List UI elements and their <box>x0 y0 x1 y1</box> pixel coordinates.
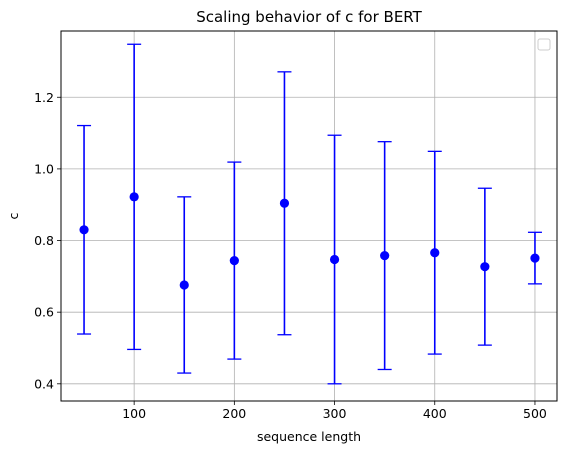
data-point <box>179 280 189 290</box>
data-point <box>380 250 390 261</box>
grid <box>61 31 557 401</box>
y-tick-label: 1.0 <box>34 161 54 176</box>
data-point <box>79 225 89 235</box>
x-tick-label: 100 <box>122 406 146 421</box>
x-tick-label: 200 <box>222 406 246 421</box>
y-tick-label: 1.2 <box>34 90 54 105</box>
x-tick-label: 300 <box>323 406 347 421</box>
legend-box <box>537 38 551 51</box>
data-layer <box>77 43 542 385</box>
plot-frame <box>60 30 558 402</box>
x-tick-label: 500 <box>523 406 547 421</box>
y-tick-label: 0.6 <box>34 305 54 320</box>
data-point <box>329 254 340 265</box>
data-point <box>129 192 139 202</box>
y-tick-label: 0.8 <box>34 233 54 248</box>
data-point <box>229 255 239 266</box>
data-point <box>279 198 290 208</box>
x-tick-label: 400 <box>423 406 447 421</box>
data-point <box>480 262 490 272</box>
ticks: 100 200 300 400 500 0.4 0.6 0.8 1.0 1.2 <box>34 90 547 421</box>
x-axis-label: sequence length <box>257 429 361 444</box>
axes <box>60 30 558 402</box>
data-point <box>430 248 440 258</box>
y-axis-label: c <box>6 212 21 219</box>
y-tick-label: 0.4 <box>34 376 54 391</box>
chart-title: Scaling behavior of c for BERT <box>196 8 422 26</box>
data-point <box>530 253 540 263</box>
